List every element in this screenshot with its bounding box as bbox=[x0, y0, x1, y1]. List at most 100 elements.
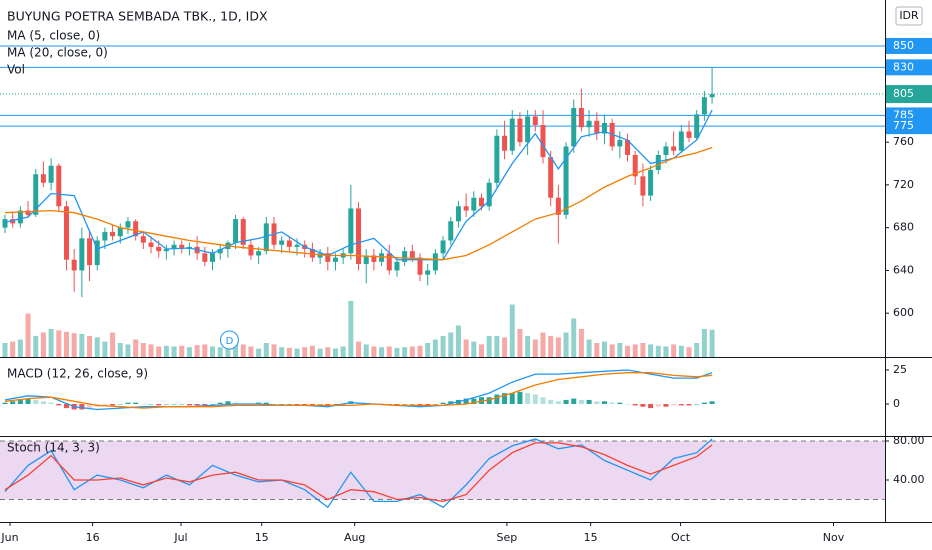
histogram-bar bbox=[163, 404, 169, 405]
volume-bar bbox=[425, 343, 431, 357]
volume-bar bbox=[102, 341, 108, 357]
volume-bar bbox=[240, 344, 246, 357]
histogram-bar bbox=[48, 402, 54, 405]
volume-bar bbox=[648, 344, 654, 357]
volume-bar bbox=[486, 336, 492, 357]
histogram-bar bbox=[202, 404, 208, 406]
histogram-bar bbox=[578, 399, 584, 405]
volume-bar bbox=[371, 346, 377, 357]
volume-bar bbox=[2, 343, 8, 357]
candle-body bbox=[379, 253, 385, 262]
candle-body bbox=[102, 231, 108, 241]
legend-ma20: MA (20, close, 0) bbox=[7, 46, 108, 60]
volume-bar bbox=[156, 346, 162, 357]
volume-bar bbox=[348, 301, 354, 357]
histogram-bar bbox=[332, 404, 338, 405]
candle-body bbox=[709, 94, 715, 98]
histogram-bar bbox=[117, 404, 123, 405]
candle-body bbox=[463, 206, 469, 211]
candle-body bbox=[586, 120, 592, 128]
histogram-bar bbox=[56, 404, 62, 406]
volume-bar bbox=[386, 346, 392, 357]
x-tick-label: Sep bbox=[496, 531, 517, 544]
y-tick-label: 600 bbox=[893, 306, 914, 319]
candle-body bbox=[294, 244, 300, 247]
volume-bar bbox=[363, 344, 369, 357]
level-badge bbox=[886, 118, 932, 135]
volume-bar bbox=[340, 346, 346, 357]
histogram-bar bbox=[110, 404, 116, 406]
histogram-bar bbox=[17, 399, 23, 405]
volume-bar bbox=[432, 339, 438, 357]
currency-badge bbox=[895, 6, 923, 26]
candle-body bbox=[25, 210, 31, 215]
histogram-bar bbox=[625, 404, 631, 405]
candle-body bbox=[40, 174, 46, 183]
candle-body bbox=[17, 210, 23, 224]
histogram-bar bbox=[79, 404, 85, 410]
candle-body bbox=[409, 251, 415, 258]
candle-body bbox=[601, 122, 607, 134]
indicator-line bbox=[4, 438, 713, 509]
histogram-bar bbox=[440, 402, 446, 405]
histogram-bar bbox=[632, 404, 638, 406]
candle-body bbox=[509, 118, 515, 151]
volume-bar bbox=[402, 347, 408, 357]
histogram-bar bbox=[294, 404, 300, 406]
histogram-bar bbox=[540, 397, 546, 405]
volume-bar bbox=[509, 304, 515, 357]
candle-body bbox=[402, 251, 408, 262]
volume-bar bbox=[148, 344, 154, 357]
candle-body bbox=[494, 135, 500, 183]
volume-bar bbox=[409, 346, 415, 357]
volume-bar bbox=[332, 348, 338, 357]
candle-body bbox=[394, 261, 400, 271]
volume-bar bbox=[94, 337, 100, 357]
volume-bar bbox=[179, 345, 185, 357]
candle-body bbox=[117, 227, 123, 237]
candle-body bbox=[309, 249, 315, 258]
volume-bar bbox=[678, 345, 684, 357]
volume-bar bbox=[609, 344, 615, 357]
histogram-bar bbox=[225, 401, 231, 405]
candle-body bbox=[663, 146, 669, 155]
candle-body bbox=[148, 242, 154, 247]
indicator-line bbox=[4, 369, 713, 411]
histogram-bar bbox=[509, 393, 515, 405]
histogram-bar bbox=[671, 404, 677, 406]
volume-bar bbox=[125, 344, 131, 357]
volume-bar bbox=[632, 344, 638, 357]
volume-bar bbox=[601, 341, 607, 357]
volume-bar bbox=[210, 346, 216, 357]
candle-body bbox=[179, 244, 185, 250]
histogram-bar bbox=[263, 402, 269, 405]
candle-body bbox=[440, 240, 446, 254]
histogram-bar bbox=[210, 404, 216, 405]
candle-body bbox=[256, 251, 262, 256]
stoch-title: Stoch (14, 3, 3) bbox=[7, 441, 100, 455]
y-tick-label: 0 bbox=[893, 397, 900, 410]
plot-layer: 600 640 680 720 760 D Jun 16 Jul 15 Aug Sep 15 Oct Nov… bbox=[0, 45, 925, 544]
candle-body bbox=[448, 221, 454, 241]
histogram-bar bbox=[502, 393, 508, 405]
histogram-bar bbox=[486, 397, 492, 405]
candle-body bbox=[502, 135, 508, 151]
volume-bar bbox=[356, 341, 362, 357]
histogram-bar bbox=[432, 404, 438, 405]
y-tick-label: 25 bbox=[893, 363, 907, 376]
volume-bar bbox=[686, 347, 692, 357]
volume-bar bbox=[56, 330, 62, 357]
candle-body bbox=[525, 116, 531, 143]
volume-bar bbox=[48, 329, 54, 357]
volume-bar bbox=[279, 347, 285, 357]
y-tick-label: 40.00 bbox=[893, 473, 925, 486]
histogram-bar bbox=[179, 404, 185, 405]
candle-body bbox=[594, 120, 600, 134]
band-fill bbox=[0, 440, 885, 500]
chart-title: BUYUNG POETRA SEMBADA TBK., 1D, IDX bbox=[7, 9, 268, 24]
candle-body bbox=[317, 253, 323, 258]
histogram-bar bbox=[532, 394, 538, 405]
volume-bar bbox=[25, 313, 31, 357]
histogram-bar bbox=[156, 404, 162, 406]
